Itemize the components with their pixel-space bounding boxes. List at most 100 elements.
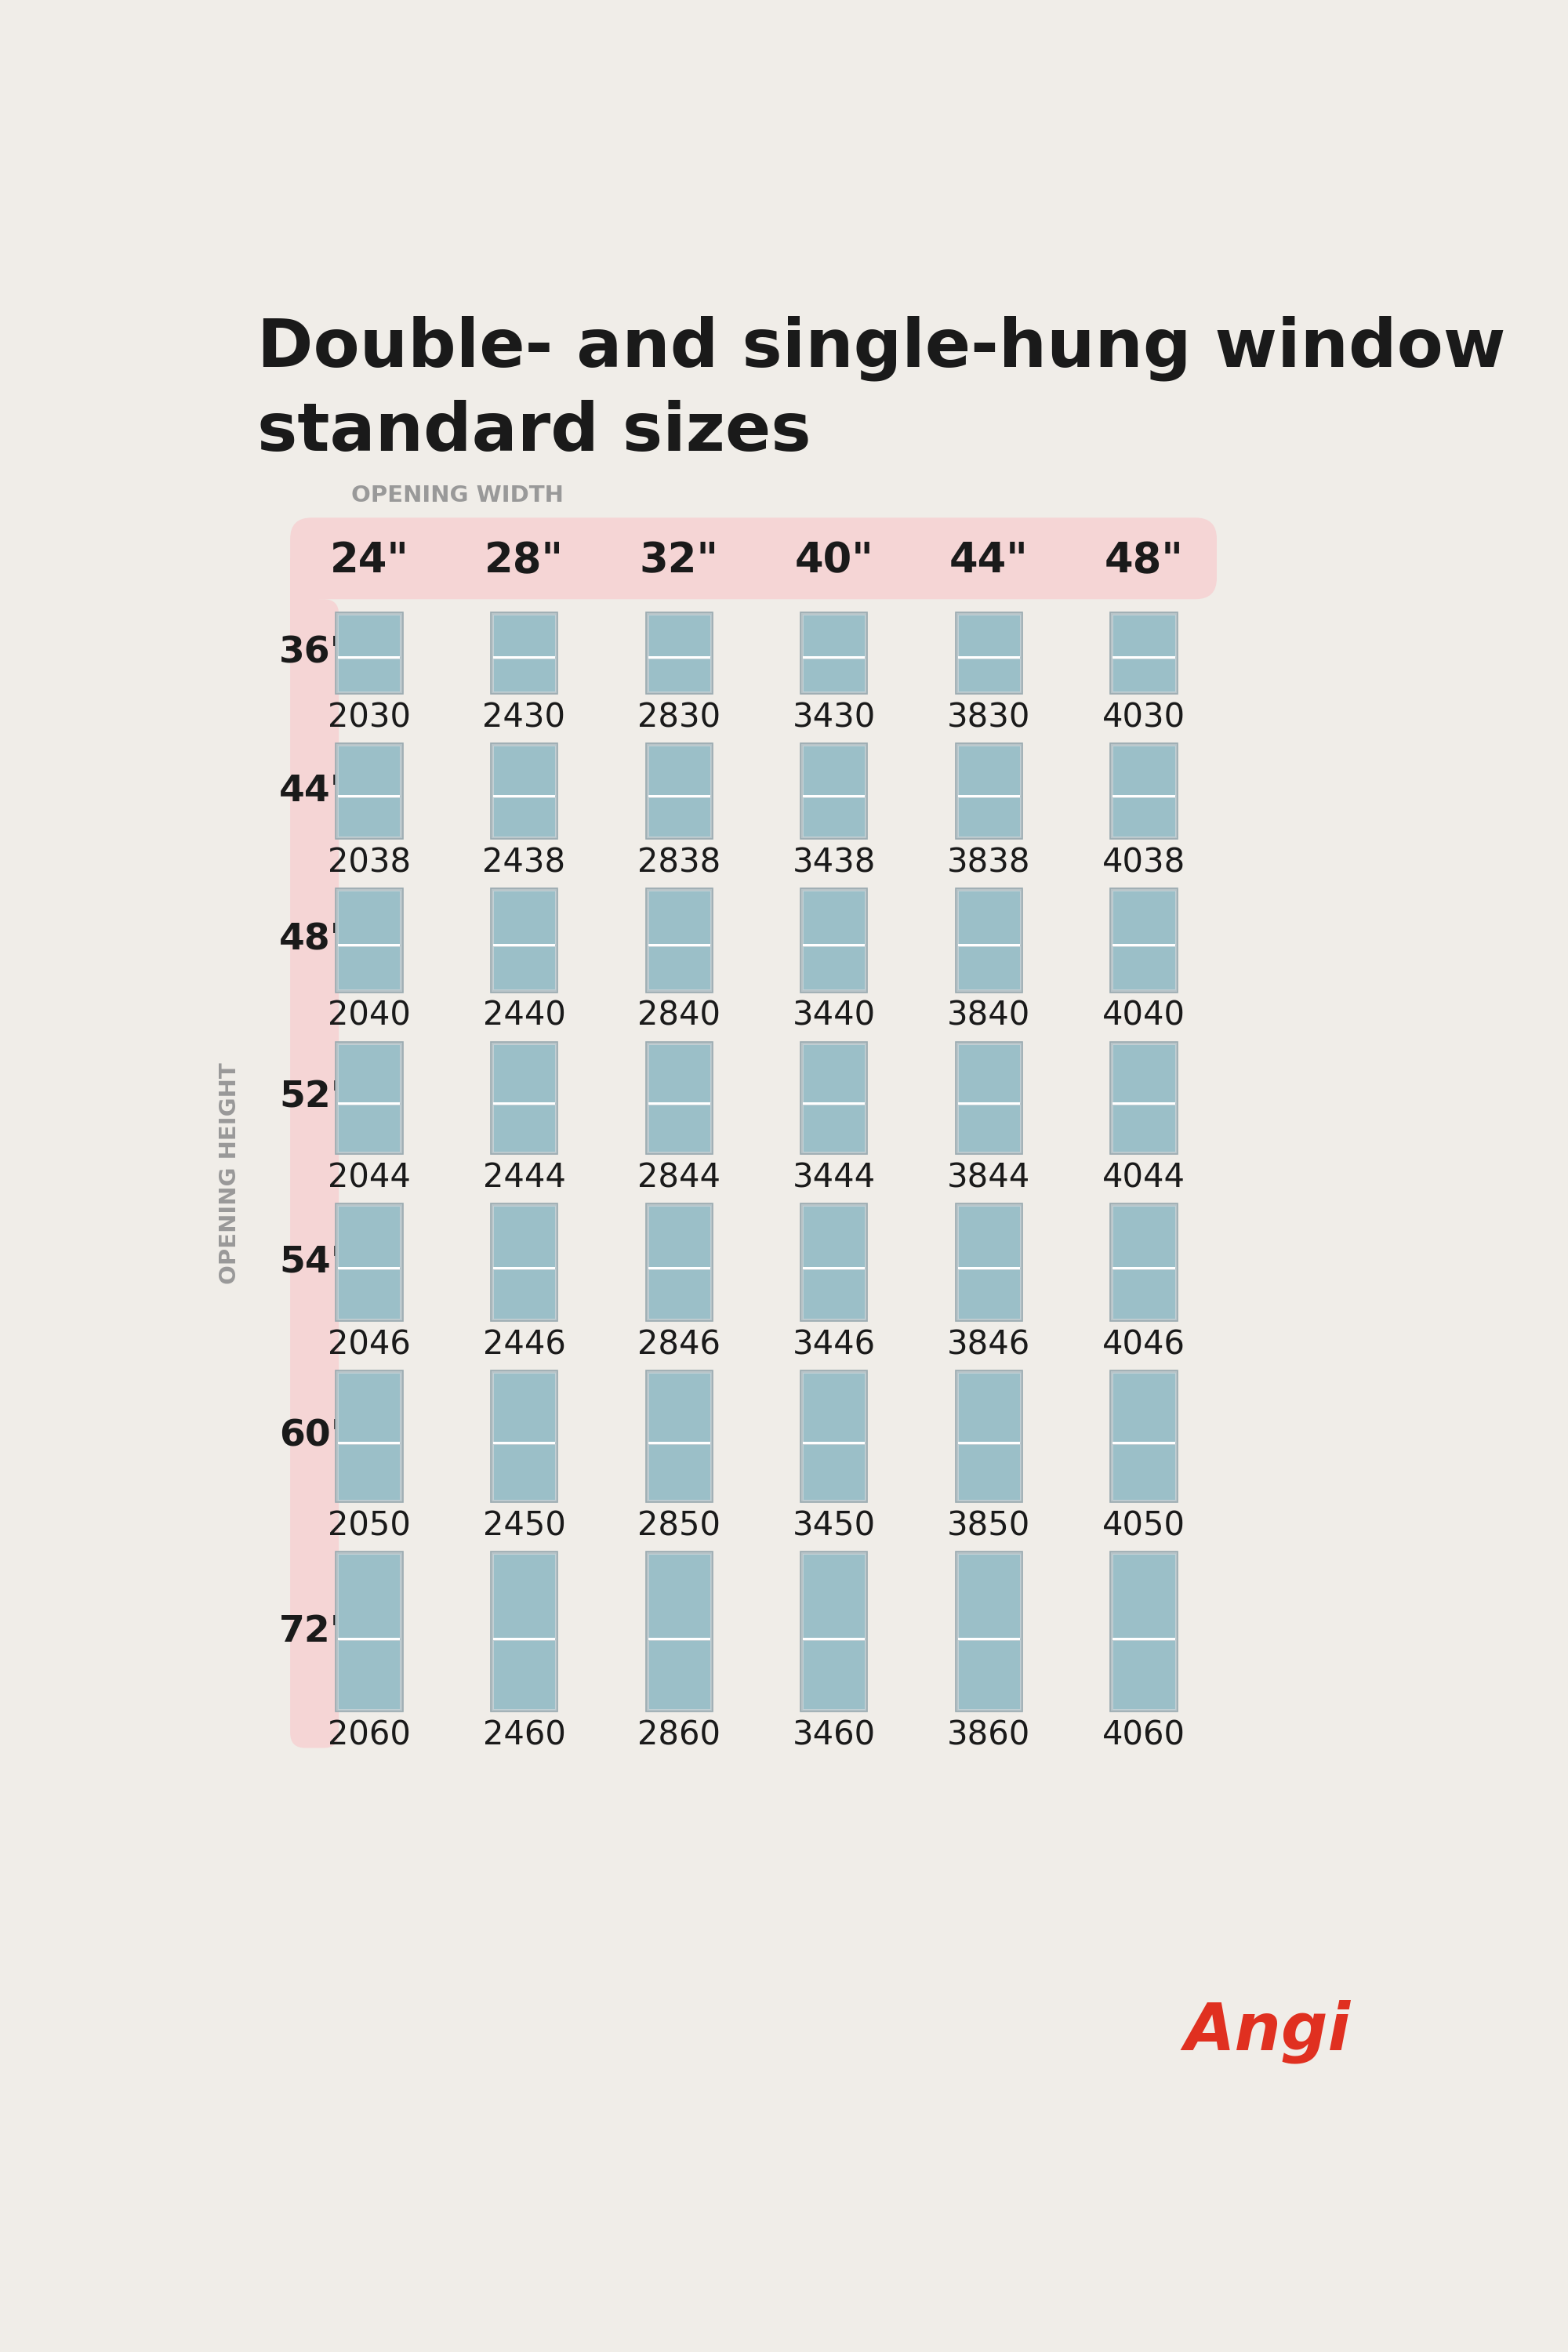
Bar <box>336 1204 403 1322</box>
Bar <box>491 612 558 694</box>
Bar <box>1113 797 1174 837</box>
Bar <box>492 1044 555 1103</box>
Bar <box>803 1639 866 1710</box>
Text: 3446: 3446 <box>792 1329 875 1362</box>
Bar <box>646 1371 712 1503</box>
Bar <box>1113 1374 1174 1442</box>
Bar <box>801 1552 867 1712</box>
Bar <box>803 1270 866 1319</box>
Text: 44": 44" <box>279 774 350 809</box>
Text: 2450: 2450 <box>483 1510 566 1543</box>
Text: 3844: 3844 <box>947 1162 1030 1195</box>
Text: standard sizes: standard sizes <box>257 400 811 466</box>
Bar <box>646 743 712 840</box>
Bar <box>1110 612 1178 694</box>
Bar <box>492 659 555 691</box>
Bar <box>958 746 1019 795</box>
Bar <box>491 1552 558 1712</box>
Bar <box>1110 1371 1178 1503</box>
Text: 3840: 3840 <box>947 1000 1030 1033</box>
Bar <box>290 557 320 602</box>
Text: 48": 48" <box>279 922 350 957</box>
Bar <box>339 797 400 837</box>
Bar <box>801 1371 867 1503</box>
Text: 2046: 2046 <box>328 1329 411 1362</box>
Text: 3438: 3438 <box>792 847 875 880</box>
Bar <box>336 1371 403 1503</box>
Bar <box>492 946 555 990</box>
Bar <box>958 1444 1019 1501</box>
Bar <box>491 889 558 993</box>
Bar <box>648 1105 710 1152</box>
Bar <box>339 891 400 943</box>
Bar <box>958 614 1019 656</box>
Bar <box>955 612 1022 694</box>
Bar <box>492 746 555 795</box>
Text: 3440: 3440 <box>792 1000 875 1033</box>
Bar <box>801 889 867 993</box>
Text: 24": 24" <box>329 541 409 581</box>
Bar <box>803 1044 866 1103</box>
Bar <box>958 946 1019 990</box>
Bar <box>491 1371 558 1503</box>
Text: 60": 60" <box>279 1418 350 1454</box>
Text: 32": 32" <box>640 541 718 581</box>
Bar <box>648 1555 710 1637</box>
Bar <box>958 1374 1019 1442</box>
Text: 52": 52" <box>279 1080 350 1115</box>
Bar <box>955 889 1022 993</box>
Bar <box>648 946 710 990</box>
Bar <box>1113 1044 1174 1103</box>
Bar <box>492 1207 555 1268</box>
Bar <box>492 1555 555 1637</box>
Text: 54": 54" <box>279 1244 350 1279</box>
Bar <box>492 1374 555 1442</box>
Text: 2460: 2460 <box>483 1719 566 1752</box>
Text: 3430: 3430 <box>792 701 875 734</box>
Bar <box>803 659 866 691</box>
Bar <box>958 891 1019 943</box>
Bar <box>803 746 866 795</box>
Bar <box>339 1044 400 1103</box>
Bar <box>646 612 712 694</box>
Text: 2440: 2440 <box>483 1000 566 1033</box>
Bar <box>803 614 866 656</box>
Bar <box>1113 1270 1174 1319</box>
Text: 3830: 3830 <box>947 701 1030 734</box>
Text: 4040: 4040 <box>1102 1000 1185 1033</box>
Bar <box>955 743 1022 840</box>
Bar <box>648 1639 710 1710</box>
Bar <box>492 1270 555 1319</box>
Text: 72": 72" <box>279 1613 350 1649</box>
Bar <box>958 1270 1019 1319</box>
Bar <box>492 614 555 656</box>
Bar <box>1110 1552 1178 1712</box>
Bar <box>958 1639 1019 1710</box>
Text: 2438: 2438 <box>483 847 566 880</box>
Text: 2838: 2838 <box>637 847 721 880</box>
Bar <box>803 797 866 837</box>
Bar <box>958 1207 1019 1268</box>
Text: 2044: 2044 <box>328 1162 411 1195</box>
Text: 2830: 2830 <box>638 701 721 734</box>
Bar <box>339 746 400 795</box>
Text: 28": 28" <box>485 541 564 581</box>
Bar <box>1110 743 1178 840</box>
Bar <box>1113 891 1174 943</box>
Text: 3850: 3850 <box>947 1510 1030 1543</box>
Bar <box>336 743 403 840</box>
Bar <box>648 797 710 837</box>
Text: 3444: 3444 <box>792 1162 875 1195</box>
Text: 2446: 2446 <box>483 1329 566 1362</box>
Bar <box>492 1105 555 1152</box>
Bar <box>492 797 555 837</box>
Bar <box>803 1207 866 1268</box>
Text: 3860: 3860 <box>947 1719 1030 1752</box>
Text: 44": 44" <box>950 541 1029 581</box>
Text: 3846: 3846 <box>947 1329 1030 1362</box>
Bar <box>336 612 403 694</box>
Bar <box>958 1555 1019 1637</box>
Text: 2844: 2844 <box>638 1162 721 1195</box>
Bar <box>1110 1204 1178 1322</box>
Bar <box>1110 889 1178 993</box>
